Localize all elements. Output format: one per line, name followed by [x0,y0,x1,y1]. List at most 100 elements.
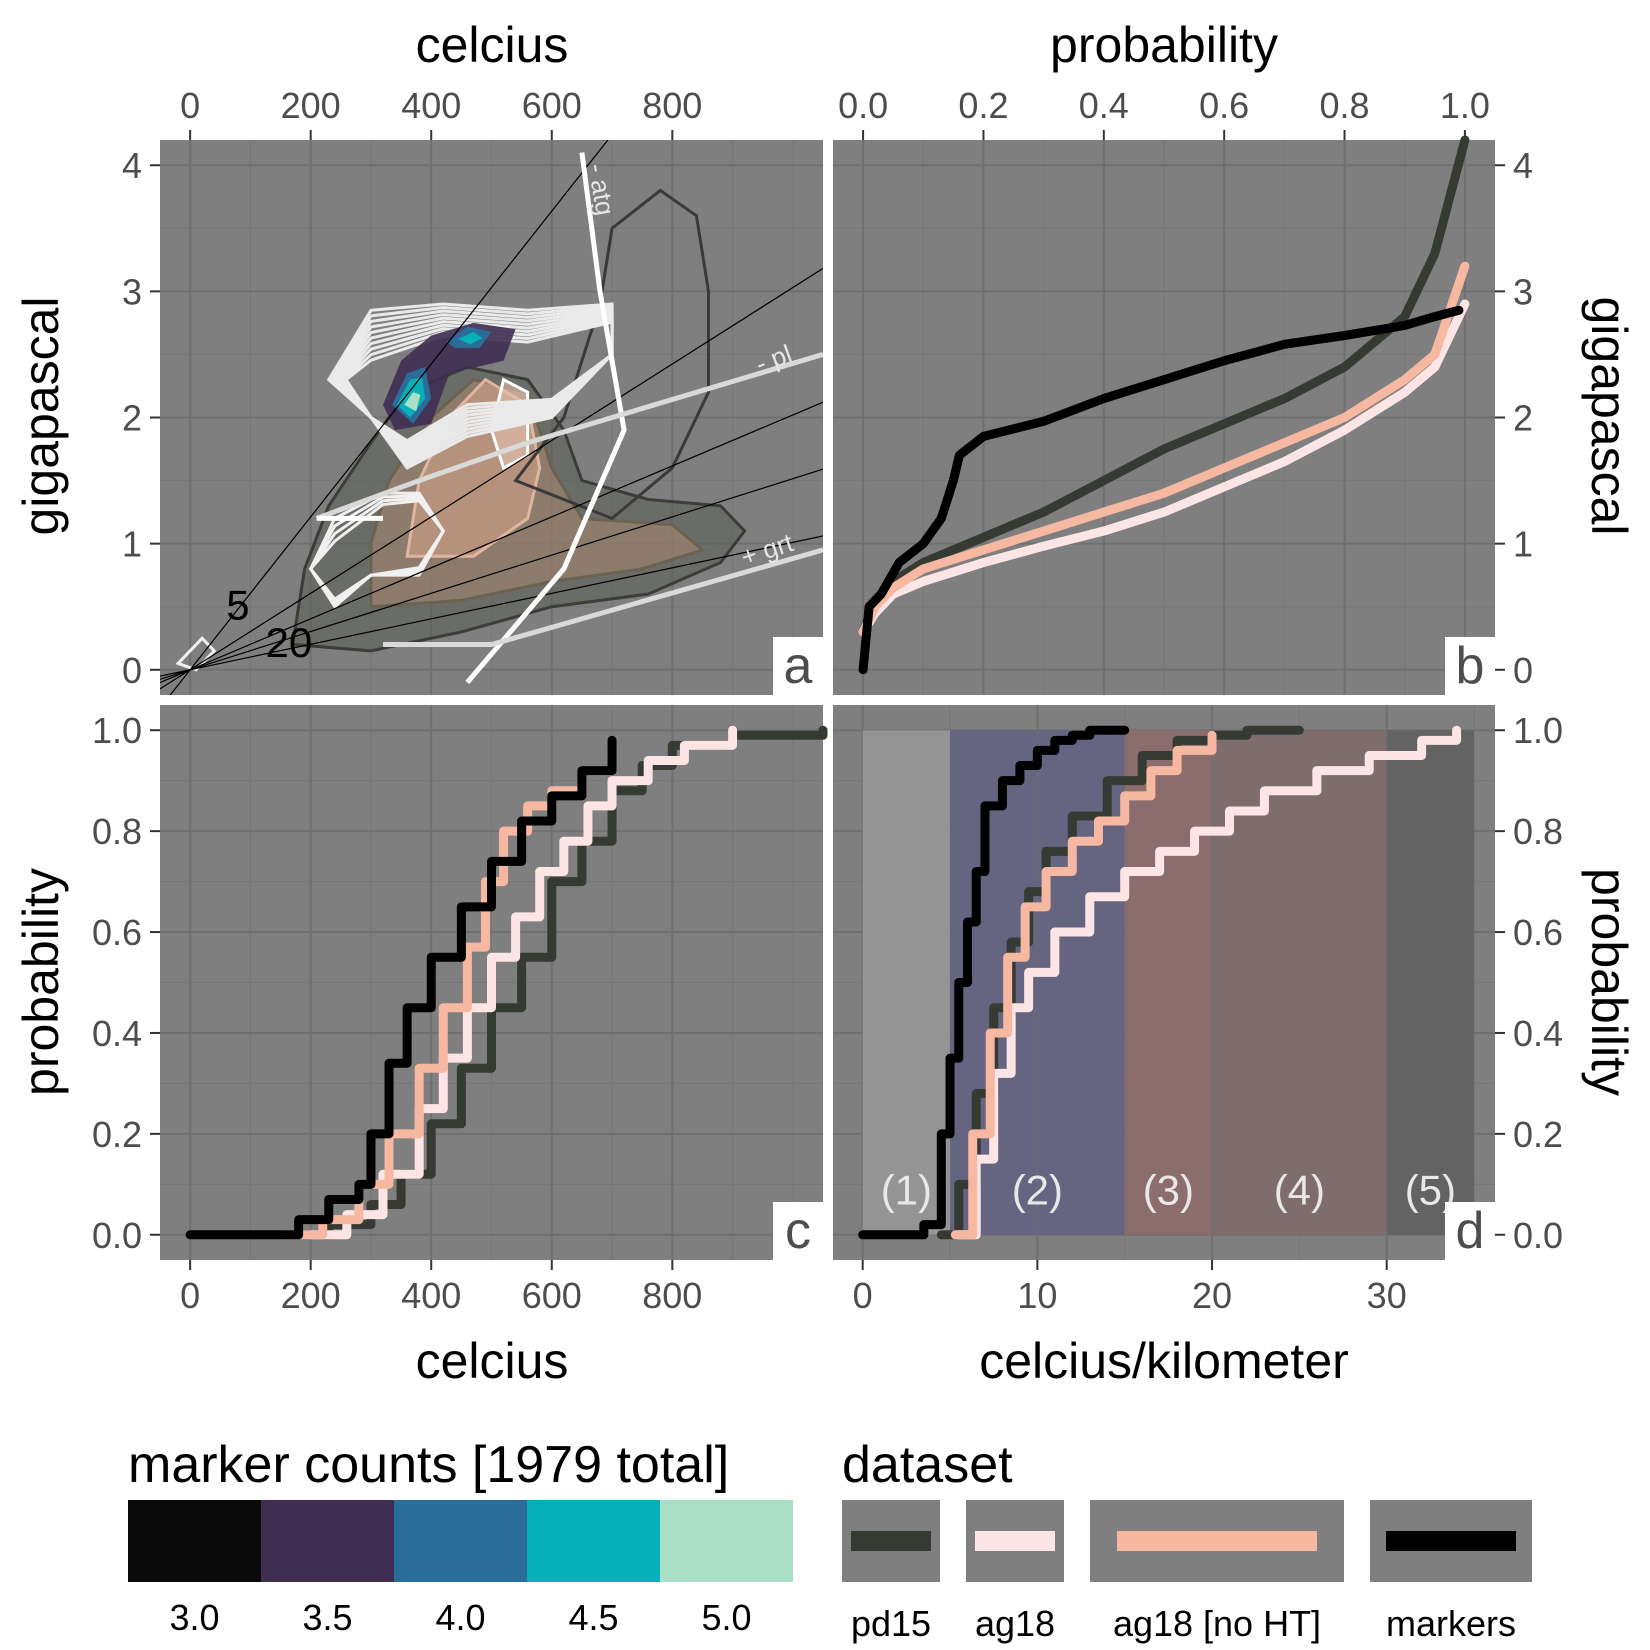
regime-label: (2) [1012,1167,1063,1214]
panel-d-x-title: celcius/kilometer [979,1333,1349,1389]
panel-tag-d: d [1456,1202,1485,1260]
y-tick-label: 3 [122,271,142,312]
legend-counts-label: 4.5 [568,1597,618,1638]
panel-b-y-title: gigapascal [1581,296,1637,535]
label-geotherm-20: 20 [265,619,312,666]
x-tick-label: 0 [180,85,200,126]
panel-d-y-title: probability [1581,868,1637,1096]
y-tick-label: 0.6 [92,912,142,953]
low-t-contour-small [175,636,217,672]
low-t-contour [308,499,446,602]
y-tick-label: 0.6 [1513,912,1563,953]
y-tick-label: 1.0 [1513,710,1563,751]
x-tick-label: 400 [401,1275,461,1316]
legend-dataset: dataset pd15 ag18 ag18 [no HT] markers [842,1436,1532,1644]
x-tick-label: 10 [1017,1275,1057,1316]
y-tick-label: 0.8 [1513,811,1563,852]
panel-a-y-title: gigapascal [13,296,69,535]
y-tick-label: 3 [1513,271,1533,312]
legend-counts-label: 4.0 [435,1597,485,1638]
x-tick-label: 1.0 [1440,85,1490,126]
y-tick-label: 0.0 [92,1215,142,1256]
series-line-ag18_noHT [858,261,1470,637]
x-tick-label: 20 [1192,1275,1232,1316]
legend-dataset-title: dataset [842,1436,1013,1494]
x-tick-label: 800 [642,85,702,126]
x-tick-label: 0.2 [958,85,1008,126]
legend-dataset-label: ag18 [no HT] [1113,1603,1321,1644]
legend-dataset-label: markers [1386,1603,1516,1644]
series-line-ag18 [306,725,738,1240]
legend-dataset-label: ag18 [975,1603,1055,1644]
y-tick-label: 0.2 [92,1114,142,1155]
series-line-ag18_noHT [950,730,1217,1240]
panel-tag-c: c [785,1202,811,1260]
regime-band [862,730,951,1235]
pd15-density-contour [513,188,710,521]
y-tick-label: 4 [122,145,142,186]
panel-tag-b: b [1456,637,1485,695]
regime-band [1386,730,1475,1235]
x-tick-label: 0 [853,1275,873,1316]
legend-counts-label: 3.5 [302,1597,352,1638]
y-tick-label: 1.0 [92,710,142,751]
x-tick-label: 0.8 [1320,85,1370,126]
marker-density-45b [458,331,483,345]
legend-counts-label: 5.0 [701,1597,751,1638]
regime-label: (1) [881,1167,932,1214]
x-tick-label: 200 [281,1275,341,1316]
x-tick-label: 0.4 [1079,85,1129,126]
boundary-grt [383,547,823,648]
panel-c-x-title: celcius [416,1333,569,1389]
x-tick-label: 30 [1367,1275,1407,1316]
panel-c: 0 200 400 600 800 0.0 0.2 0.4 0.6 0.8 1.0 c [92,705,828,1316]
y-tick-label: 2 [1513,398,1533,439]
geotherm-line [160,267,823,690]
panel-tag-a: a [784,637,813,695]
legend-counts-swatch [660,1500,793,1582]
x-tick-label: 0.0 [838,85,888,126]
x-tick-label: 400 [401,85,461,126]
label-geotherm-5: 5 [226,581,249,628]
legend-marker-counts: marker counts [1979 total] 3.0 3.5 4.0 4.5 5… [128,1436,793,1638]
x-tick-label: 800 [642,1275,702,1316]
y-tick-label: 1 [1513,524,1533,565]
panel-tag-box [1445,637,1495,695]
panel-tag-box [1445,1202,1495,1260]
x-tick-label: 200 [281,85,341,126]
series-line-markers [185,735,617,1240]
x-tick-label: 0.6 [1199,85,1249,126]
regime-band [1212,730,1387,1235]
x-tick-label: 600 [522,1275,582,1316]
panel-d: 0 10 20 300.00.20.40.60.81.0(1) (2) (3) (4) (5)… [833,705,1563,1316]
y-tick-label: 4 [1513,145,1533,186]
y-tick-label: 0.2 [1513,1114,1563,1155]
legend-counts-swatch [527,1500,660,1582]
x-tick-label: 600 [522,85,582,126]
regime-label: (3) [1143,1167,1194,1214]
legend-counts-swatch [261,1500,394,1582]
series-line-markers [858,305,1464,675]
y-tick-label: 1 [122,524,142,565]
panel-tag-box [773,1202,823,1260]
geotherm-line [160,468,823,680]
series-line-pd15 [936,725,1304,1240]
panel-a-top-x-title: celcius [416,17,569,73]
legend-counts-label: 3.0 [169,1597,219,1638]
panel-tag-box [773,637,823,695]
geotherm-line [169,140,609,695]
legend-counts-swatch [394,1500,527,1582]
boundary-pl [315,352,823,521]
series-line-markers [858,725,1130,1240]
y-tick-label: 0.4 [92,1013,142,1054]
y-tick-label: 0 [122,650,142,691]
legend-counts-swatch [128,1500,261,1582]
y-tick-label: 0.8 [92,811,142,852]
y-tick-label: 0.0 [1513,1215,1563,1256]
boundary-atg [465,152,627,685]
series-line-ag18 [954,725,1462,1240]
legend-dataset-label: pd15 [851,1603,931,1644]
geotherm-line [160,535,823,677]
y-tick-label: 0 [1513,650,1533,691]
